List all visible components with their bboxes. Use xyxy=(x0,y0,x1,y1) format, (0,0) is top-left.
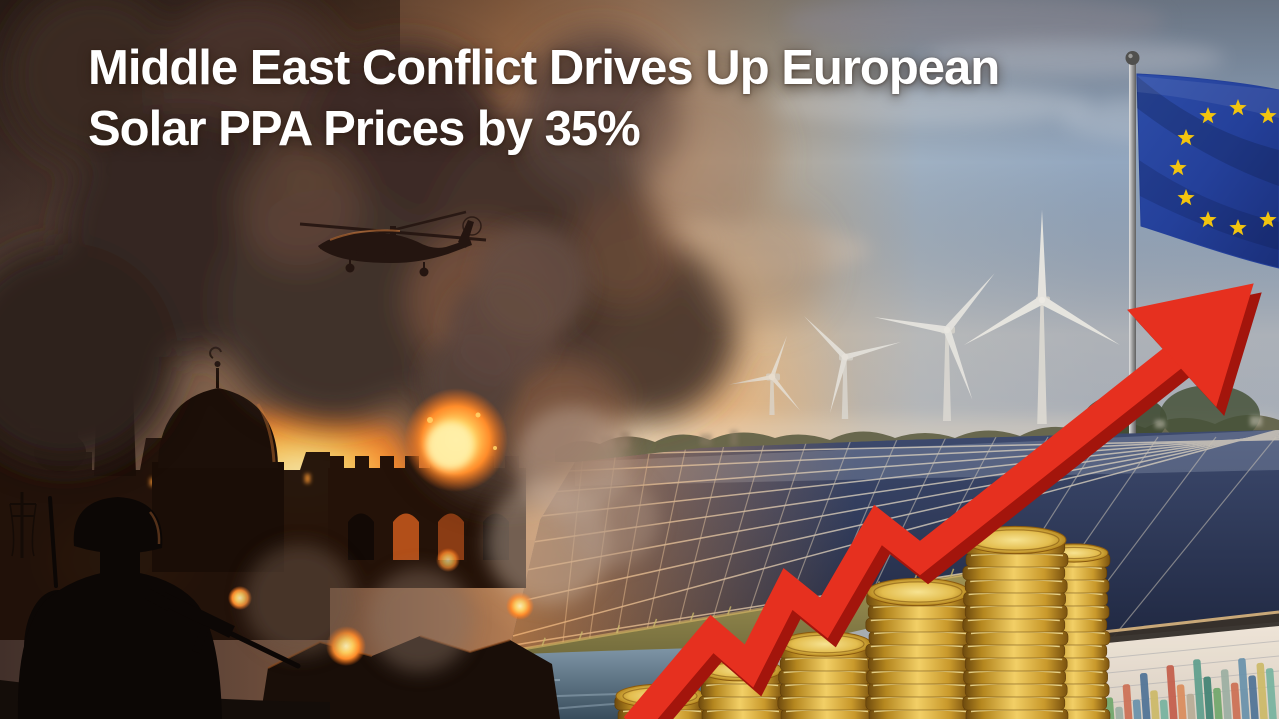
flag-pole xyxy=(1129,64,1136,569)
arrow-body xyxy=(623,283,1254,719)
headline-line1: Middle East Conflict Drives Up European xyxy=(88,41,1000,95)
headline-line2: Solar PPA Prices by 35% xyxy=(88,102,641,156)
eu-flag xyxy=(1125,51,1279,569)
eu-stars xyxy=(1169,99,1277,236)
wind-turbines xyxy=(728,210,1120,424)
helicopter xyxy=(299,210,487,277)
broken-pylon xyxy=(9,492,37,558)
coin-stack xyxy=(865,577,972,719)
flag-pole-finial xyxy=(1125,51,1140,65)
rising-arrow xyxy=(623,283,1262,719)
fuselage xyxy=(318,232,472,263)
rifle xyxy=(145,589,301,669)
coin-stack xyxy=(777,631,874,719)
headline: Middle East Conflict Drives Up European … xyxy=(88,38,1000,160)
slung-rifle-barrel xyxy=(48,496,58,588)
soldier-silhouette xyxy=(17,496,301,719)
coin-stack xyxy=(962,525,1069,719)
tail-rotor xyxy=(462,216,482,236)
explosion-fireball xyxy=(404,388,508,492)
war-scene xyxy=(0,0,827,719)
helmet xyxy=(73,497,163,554)
smoke-wisps xyxy=(244,226,658,672)
